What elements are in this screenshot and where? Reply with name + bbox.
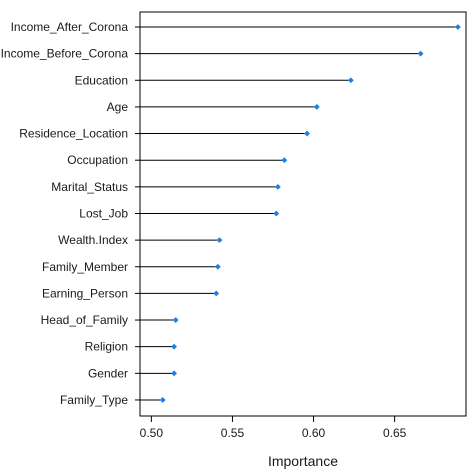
x-axis-tick-labels: 0.50 0.55 0.60 0.65: [140, 426, 407, 440]
x-tick-label-0: 0.50: [140, 426, 164, 440]
category-label-wealth-index: Wealth.Index: [58, 233, 128, 247]
category-label-lost-job: Lost_Job: [79, 206, 128, 220]
x-tick-label-2: 0.60: [302, 426, 326, 440]
category-label-age: Age: [107, 100, 129, 114]
plot-frame: [139, 11, 467, 417]
category-label-education: Education: [75, 73, 128, 87]
point-wealth-index: [216, 237, 223, 244]
point-income-after-corona: [454, 24, 461, 30]
category-label-income-after-corona: Income_After_Corona: [11, 20, 129, 34]
point-earning-person: [213, 290, 220, 297]
x-tick-label-3: 0.65: [383, 426, 407, 440]
category-label-religion: Religion: [85, 340, 128, 354]
category-label-head-of-family: Head_of_Family: [41, 313, 128, 327]
x-tick-label-1: 0.55: [221, 426, 245, 440]
category-labels: Income_After_Corona Income_Before_Corona E…: [1, 20, 129, 407]
category-label-family-type: Family_Type: [60, 393, 128, 407]
category-label-earning-person: Earning_Person: [42, 286, 128, 300]
point-family-type: [159, 397, 166, 403]
point-gender: [171, 370, 177, 377]
point-age: [313, 104, 320, 110]
point-head-of-family: [172, 317, 179, 323]
point-education: [347, 77, 354, 84]
category-label-occupation: Occupation: [67, 153, 128, 167]
x-axis-ticks: [150, 416, 396, 422]
point-residence-location: [304, 130, 310, 137]
point-occupation: [281, 157, 288, 164]
category-label-family-member: Family_Member: [42, 260, 128, 274]
category-label-residence-location: Residence_Location: [19, 127, 128, 141]
category-label-marital-status: Marital_Status: [51, 180, 128, 194]
point-marital-status: [274, 183, 281, 190]
stem-lines: [135, 26, 458, 401]
x-axis-title: Importance: [268, 453, 338, 469]
category-label-income-before-corona: Income_Before_Corona: [1, 47, 129, 61]
point-religion: [171, 343, 177, 350]
point-lost-job: [273, 210, 280, 217]
point-family-member: [214, 263, 221, 270]
category-label-gender: Gender: [88, 366, 128, 380]
data-points: [159, 24, 461, 403]
point-income-before-corona: [417, 50, 424, 57]
